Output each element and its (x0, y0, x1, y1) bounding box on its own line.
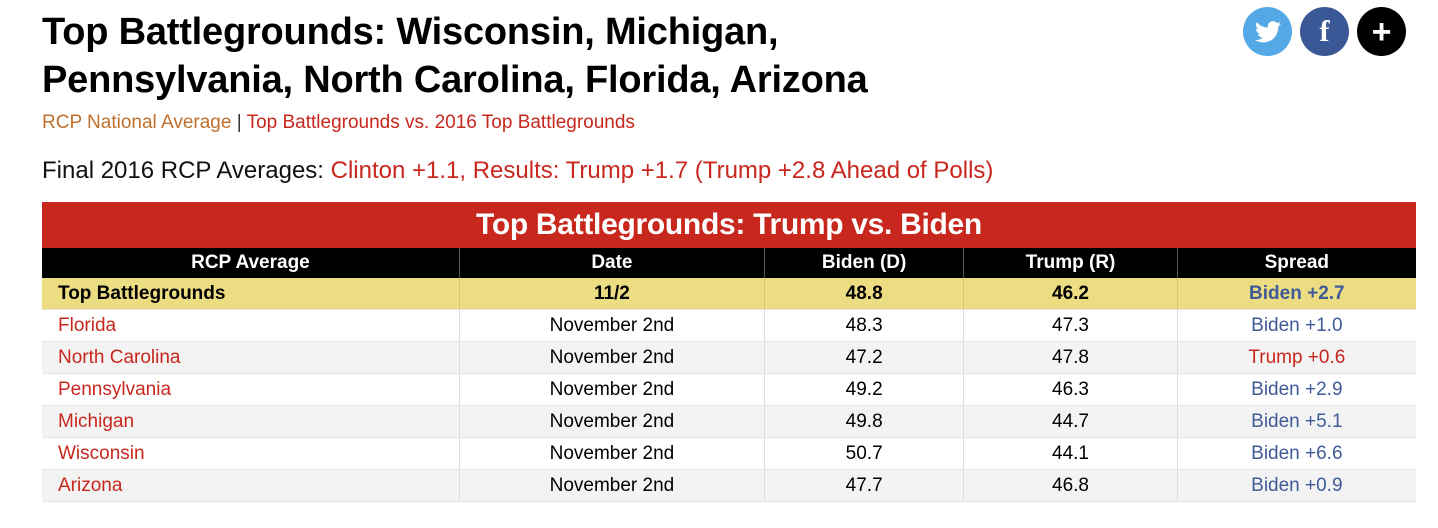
state-link[interactable]: Arizona (58, 474, 123, 496)
row-trump: 46.3 (963, 373, 1178, 406)
table-row: North Carolina November 2nd 47.2 47.8 Tr… (42, 341, 1416, 374)
social-share-bar: f + (1243, 7, 1406, 56)
header-date[interactable]: Date (459, 248, 765, 278)
average-trump: 46.2 (963, 278, 1178, 310)
finals-label: Final 2016 RCP Averages: (42, 157, 331, 184)
header-rcp-average[interactable]: RCP Average (42, 248, 460, 278)
average-row: Top Battlegrounds 11/2 48.8 46.2 Biden +… (42, 278, 1416, 310)
row-spread: Biden +2.9 (1177, 373, 1416, 406)
header-biden[interactable]: Biden (D) (764, 248, 965, 278)
row-date: November 2nd (459, 373, 765, 406)
row-date: November 2nd (459, 309, 765, 342)
row-biden: 49.2 (764, 373, 965, 406)
row-trump: 47.8 (963, 341, 1178, 374)
table-row: Wisconsin November 2nd 50.7 44.1 Biden +… (42, 437, 1416, 470)
table-row: Pennsylvania November 2nd 49.2 46.3 Bide… (42, 373, 1416, 406)
twitter-share-button[interactable] (1243, 7, 1292, 56)
state-link[interactable]: Wisconsin (58, 442, 145, 464)
row-trump: 44.7 (963, 405, 1178, 438)
row-biden: 49.8 (764, 405, 965, 438)
row-trump: 44.1 (963, 437, 1178, 470)
polling-table: RCP Average Date Biden (D) Trump (R) Spr… (42, 248, 1416, 502)
finals-value: Clinton +1.1, Results: Trump +1.7 (Trump… (330, 157, 994, 184)
row-biden: 48.3 (764, 309, 965, 342)
battlegrounds-comparison-link[interactable]: Top Battlegrounds vs. 2016 Top Battlegro… (246, 112, 635, 133)
row-biden: 47.2 (764, 341, 965, 374)
state-link[interactable]: Michigan (58, 410, 135, 432)
state-link[interactable]: Pennsylvania (58, 378, 172, 400)
nav-separator: | (236, 112, 242, 133)
table-row: Florida November 2nd 48.3 47.3 Biden +1.… (42, 309, 1416, 342)
twitter-icon (1254, 20, 1281, 42)
row-trump: 47.3 (963, 309, 1178, 342)
page-title-line-1: Top Battlegrounds: Wisconsin, Michigan, (42, 11, 779, 53)
average-date: 11/2 (459, 278, 765, 310)
sub-navigation: RCP National Average | Top Battlegrounds… (42, 111, 635, 135)
row-trump: 46.8 (963, 469, 1178, 502)
state-link[interactable]: Florida (58, 314, 117, 336)
row-date: November 2nd (459, 405, 765, 438)
plus-icon: + (1371, 12, 1392, 51)
facebook-icon: f (1319, 14, 1330, 48)
row-spread: Biden +1.0 (1177, 309, 1416, 342)
row-spread: Trump +0.6 (1177, 341, 1416, 374)
page-title-line-2: Pennsylvania, North Carolina, Florida, A… (42, 59, 868, 101)
table-title: Top Battlegrounds: Trump vs. Biden (42, 202, 1416, 248)
header-spread[interactable]: Spread (1177, 248, 1416, 278)
average-spread: Biden +2.7 (1177, 278, 1416, 310)
average-name: Top Battlegrounds (42, 278, 460, 310)
table-row: Michigan November 2nd 49.8 44.7 Biden +5… (42, 405, 1416, 438)
row-date: November 2nd (459, 341, 765, 374)
row-date: November 2nd (459, 437, 765, 470)
row-biden: 50.7 (764, 437, 965, 470)
final-2016-averages: Final 2016 RCP Averages: Clinton +1.1, R… (42, 156, 993, 186)
more-share-button[interactable]: + (1357, 7, 1406, 56)
table-header-row: RCP Average Date Biden (D) Trump (R) Spr… (42, 248, 1416, 278)
state-link[interactable]: North Carolina (58, 346, 181, 368)
page-title: Top Battlegrounds: Wisconsin, Michigan, … (42, 8, 1192, 104)
row-spread: Biden +0.9 (1177, 469, 1416, 502)
row-biden: 47.7 (764, 469, 965, 502)
row-spread: Biden +5.1 (1177, 405, 1416, 438)
average-biden: 48.8 (764, 278, 965, 310)
rcp-national-average-link[interactable]: RCP National Average (42, 112, 232, 133)
table-row: Arizona November 2nd 47.7 46.8 Biden +0.… (42, 469, 1416, 502)
polling-table-container: Top Battlegrounds: Trump vs. Biden RCP A… (42, 202, 1416, 502)
facebook-share-button[interactable]: f (1300, 7, 1349, 56)
row-spread: Biden +6.6 (1177, 437, 1416, 470)
header-trump[interactable]: Trump (R) (963, 248, 1178, 278)
row-date: November 2nd (459, 469, 765, 502)
